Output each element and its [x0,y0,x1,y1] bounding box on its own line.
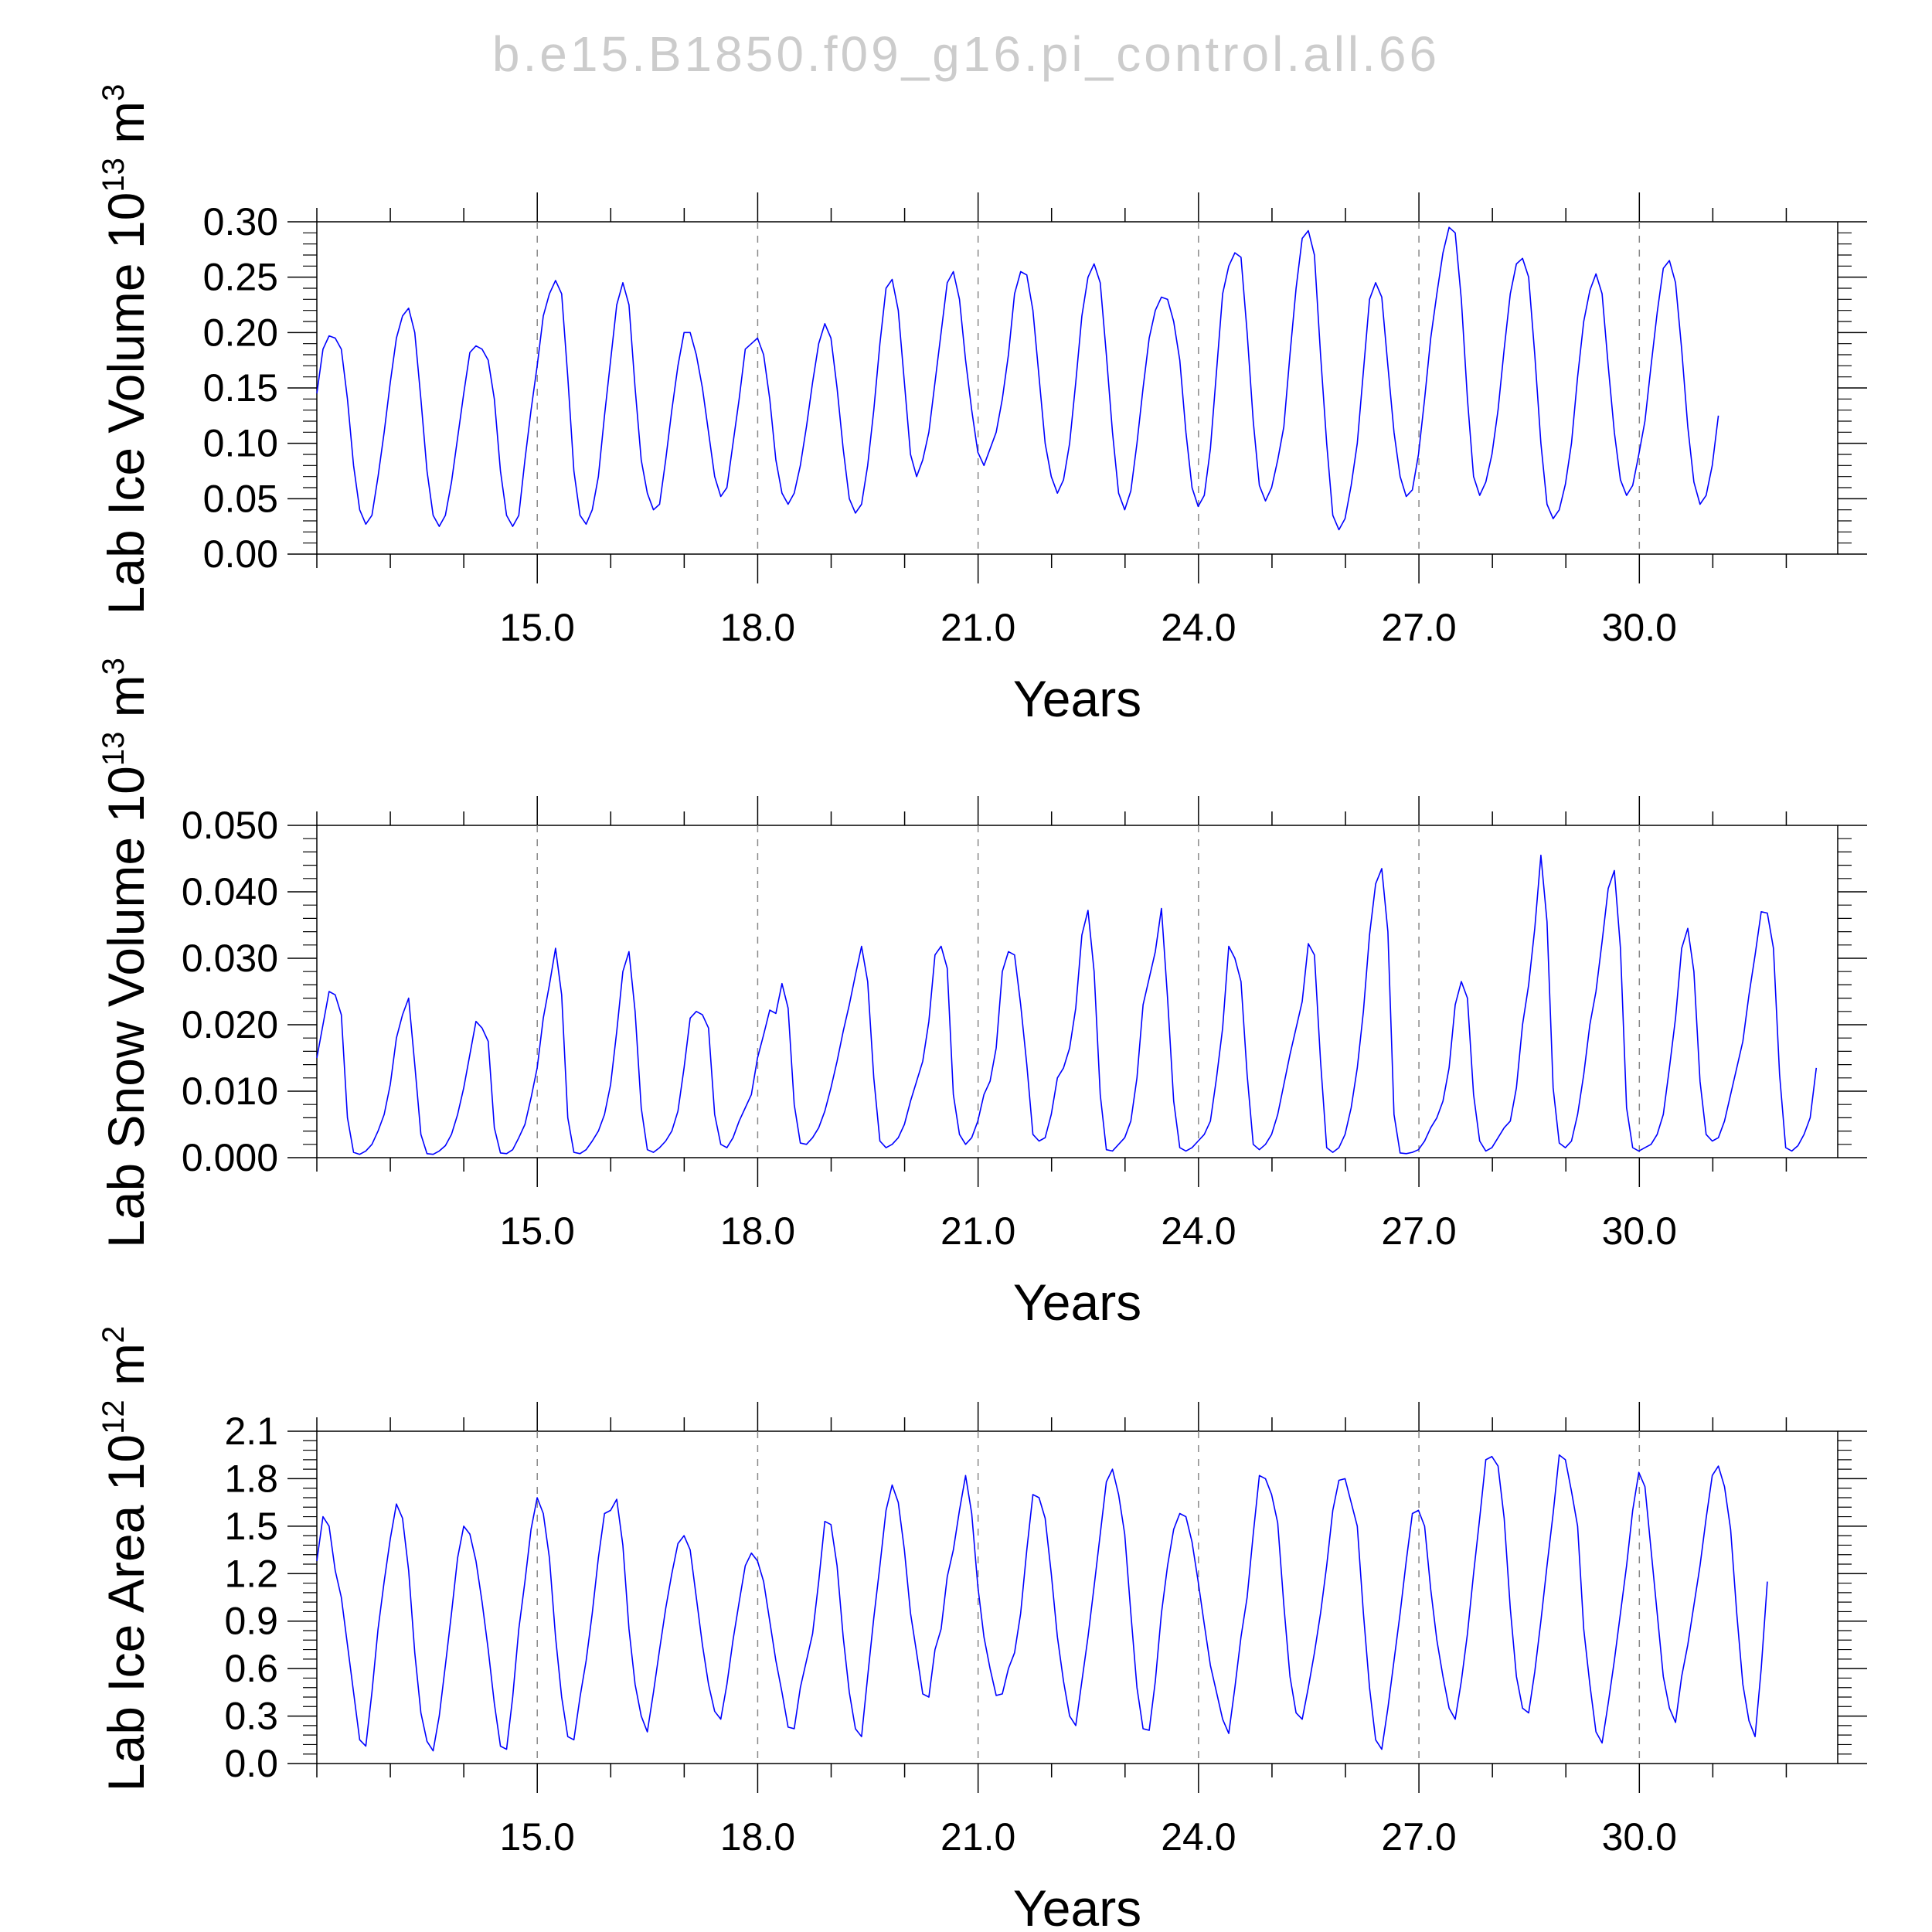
y-tick-label: 0.010 [182,1070,278,1113]
y-axis-label-part: Lab Snow Volume 10 [97,766,155,1248]
x-axis-label: Years [1013,670,1141,727]
y-tick-label: 0.20 [203,311,278,354]
y-axis-label-superscript: 2 [97,1326,131,1343]
plot-frame [316,825,1838,1158]
y-tick-label: 0.6 [224,1647,278,1690]
chart-panel-2: 15.0 18.0 21.0 24.0 27.0 30.0 Years 0.000 0.010 0… [97,658,1867,1331]
x-tick-label: 15.0 [500,606,575,649]
y-tick-label: 0.040 [182,870,278,913]
x-tick-label: 24.0 [1161,1815,1236,1859]
x-axis-label: Years [1013,1879,1141,1932]
plot-frame [316,1430,1838,1764]
y-tick-label: 2.1 [224,1410,278,1453]
y-axis-label-part: Lab Ice Volume 10 [97,192,155,615]
y-tick-label: 0.0 [224,1742,278,1785]
x-tick-label: 30.0 [1602,1815,1677,1859]
y-axis-label-superscript: 13 [97,732,131,767]
x-tick-label: 24.0 [1161,606,1236,649]
y-axis-label: Lab Ice Area 1012 m2 [97,1326,155,1791]
y-tick-label: 1.8 [224,1457,278,1500]
x-tick-label: 15.0 [500,1815,575,1859]
series-line [316,226,1719,531]
y-tick-label: 0.020 [182,1003,278,1046]
y-tick-label: 0.30 [203,200,278,243]
x-tick-label: 21.0 [940,606,1015,649]
y-tick-label: 0.050 [182,804,278,847]
y-tick-label: 0.10 [203,422,278,465]
chart-panel-1: 15.0 18.0 21.0 24.0 27.0 30.0 Years 0.00 0.05 0.1… [97,84,1867,727]
y-axis-label-part: m [97,1343,155,1400]
y-tick-label: 0.25 [203,256,278,299]
y-tick-label: 0.030 [182,937,278,980]
y-tick-label: 0.00 [203,532,278,576]
y-axis-label-superscript: 3 [97,658,131,675]
y-tick-label: 0.9 [224,1600,278,1643]
y-axis-label-superscript: 3 [97,84,131,101]
x-tick-label: 24.0 [1161,1209,1236,1253]
y-axis-label-superscript: 13 [97,158,131,192]
y-tick-label: 0.05 [203,477,278,520]
y-tick-label: 0.3 [224,1695,278,1738]
panels-container: 15.0 18.0 21.0 24.0 27.0 30.0Years0.000.050.1… [97,84,1867,1932]
y-axis-label-part: m [97,101,155,158]
series-line [316,854,1818,1155]
x-tick-label: 30.0 [1602,1209,1677,1253]
y-tick-label: 0.000 [182,1136,278,1179]
x-tick-label: 21.0 [940,1209,1015,1253]
y-tick-label: 1.2 [224,1552,278,1595]
y-axis-label: Lab Ice Volume 1013 m3 [97,84,155,615]
x-tick-label: 27.0 [1381,1209,1456,1253]
x-tick-label: 15.0 [500,1209,575,1253]
y-axis-label-part: Lab Ice Area 10 [97,1434,155,1791]
x-tick-label: 21.0 [940,1815,1015,1859]
figure-title: b.e15.B1850.f09_g16.pi_control.all.66 [492,26,1440,82]
x-tick-label: 30.0 [1602,606,1677,649]
x-tick-label: 27.0 [1381,1815,1456,1859]
y-axis-label-part: m [97,675,155,731]
x-tick-label: 27.0 [1381,606,1456,649]
x-tick-label: 18.0 [720,606,795,649]
x-tick-label: 18.0 [720,1209,795,1253]
x-tick-label: 18.0 [720,1815,795,1859]
y-tick-label: 1.5 [224,1505,278,1548]
y-tick-label: 0.15 [203,366,278,410]
x-axis-label: Years [1013,1274,1141,1331]
series-line [316,1454,1768,1752]
y-axis-label-superscript: 12 [97,1400,131,1434]
y-axis-label: Lab Snow Volume 1013 m3 [97,658,155,1248]
chart-panel-3: 15.0 18.0 21.0 24.0 27.0 30.0 Years 0.00.3 0.60.… [97,1326,1867,1932]
